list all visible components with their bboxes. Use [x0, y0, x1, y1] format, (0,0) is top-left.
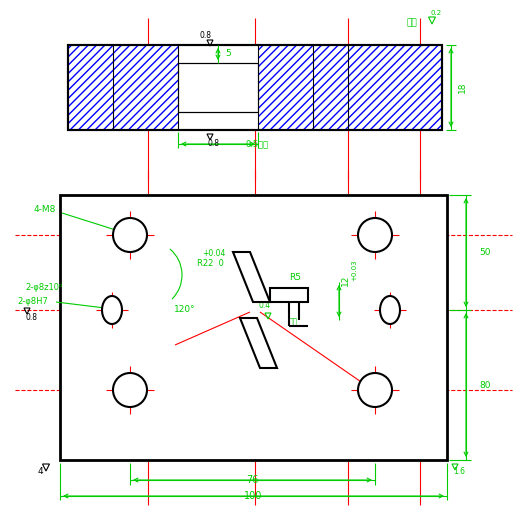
Bar [68, 45, 442, 130]
Text: 0.5四周: 0.5四周 [246, 139, 269, 148]
Text: 0.8: 0.8 [25, 313, 37, 322]
Bar [60, 195, 447, 460]
Bar [68, 45, 442, 130]
Circle shape [358, 218, 392, 252]
Bar [113, 45, 178, 130]
Text: R22  0: R22 0 [197, 260, 223, 269]
Bar [68, 45, 113, 130]
Text: 1.6: 1.6 [453, 468, 465, 477]
Bar [68, 45, 113, 130]
Ellipse shape [380, 296, 400, 324]
Bar [348, 45, 442, 130]
Polygon shape [233, 252, 270, 302]
Text: 其余: 其余 [407, 19, 417, 28]
Text: 4-M8: 4-M8 [34, 205, 56, 214]
Ellipse shape [102, 296, 122, 324]
Bar [270, 288, 308, 302]
Text: R5: R5 [289, 272, 301, 281]
Text: 80: 80 [479, 380, 491, 389]
Text: 4: 4 [37, 468, 43, 477]
Bar [313, 45, 348, 130]
Bar [348, 45, 442, 130]
Text: 0.4: 0.4 [259, 301, 271, 310]
Text: +0.03: +0.03 [351, 259, 357, 281]
Text: 周边: 周边 [288, 318, 298, 327]
Circle shape [113, 218, 147, 252]
Bar [113, 45, 178, 130]
Bar [258, 45, 313, 130]
Circle shape [358, 373, 392, 407]
Text: 50: 50 [479, 248, 491, 257]
Text: 5: 5 [225, 49, 231, 59]
Text: 0.8: 0.8 [200, 30, 212, 39]
Text: 100: 100 [245, 491, 262, 501]
Text: 12: 12 [340, 275, 349, 286]
Text: +0.04: +0.04 [202, 250, 226, 259]
Circle shape [113, 373, 147, 407]
Text: 0.8: 0.8 [207, 139, 219, 148]
Text: 18: 18 [457, 82, 466, 93]
Text: 2-φ8H7: 2-φ8H7 [17, 297, 48, 306]
Polygon shape [240, 318, 277, 368]
Text: 2-φ8ᴢ10⁰: 2-φ8ᴢ10⁰ [25, 284, 62, 293]
Bar [178, 63, 258, 112]
Text: 0.2: 0.2 [431, 10, 442, 16]
Bar [258, 45, 313, 130]
Bar [313, 45, 348, 130]
Text: 76: 76 [246, 475, 259, 485]
Text: 120°: 120° [174, 305, 196, 314]
